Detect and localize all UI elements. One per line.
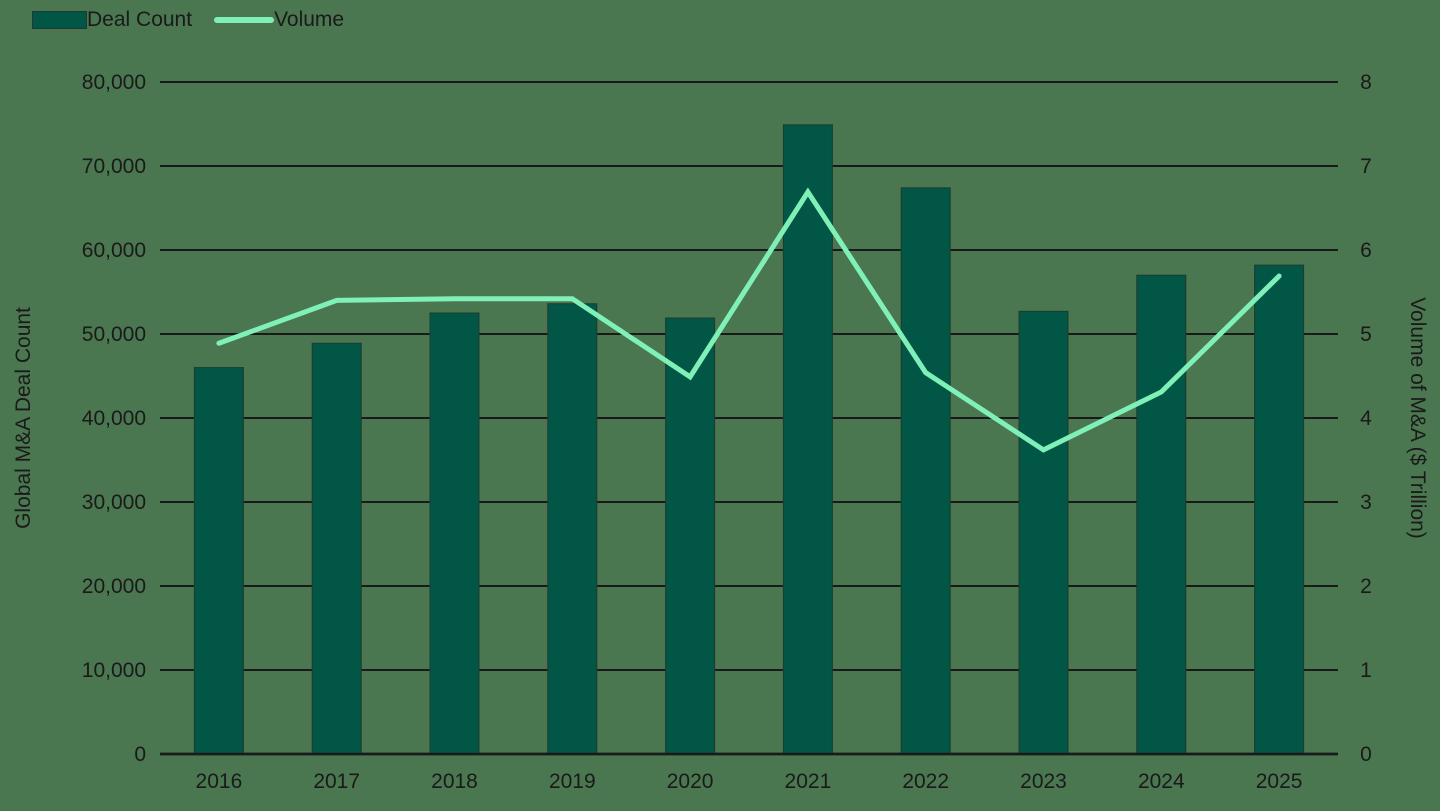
legend-label: Volume [274, 8, 345, 31]
right-tick-label: 5 [1360, 323, 1372, 346]
bar-2018 [429, 312, 480, 755]
left-tick-label: 0 [134, 743, 146, 766]
x-tick-label: 2023 [1020, 770, 1067, 793]
volume-polyline [216, 187, 1282, 453]
bar-2021 [782, 124, 833, 755]
left-axis-ticks: 0 10,000 20,000 30,000 40,000 50,000 60,000 70,… [82, 71, 146, 766]
x-tick-label: 2018 [431, 770, 478, 793]
x-tick-label: 2019 [549, 770, 596, 793]
right-axis-title: Volume of M&A ($ Trillion) [1406, 297, 1429, 539]
right-tick-label: 4 [1360, 407, 1372, 430]
line-swatch-icon [214, 17, 275, 23]
right-tick-label: 3 [1360, 491, 1372, 514]
left-tick-label: 60,000 [82, 239, 146, 262]
left-tick-label: 20,000 [82, 575, 146, 598]
legend-label: Deal Count [87, 8, 193, 31]
right-tick-label: 8 [1360, 71, 1372, 94]
left-tick-label: 50,000 [82, 323, 146, 346]
bar-2019 [547, 303, 598, 755]
left-tick-label: 10,000 [82, 659, 146, 682]
right-tick-label: 0 [1360, 743, 1372, 766]
left-axis-title: Global M&A Deal Count [12, 307, 35, 529]
x-tick-label: 2017 [313, 770, 360, 793]
bar-2017 [311, 342, 362, 755]
right-axis-ticks: 0 1 2 3 4 5 6 7 8 [1360, 71, 1372, 766]
deal-count-bars [160, 124, 1338, 756]
right-tick-label: 7 [1360, 155, 1372, 178]
legend-item-deal-count: Deal Count [32, 8, 192, 32]
volume-line [216, 187, 1282, 453]
bar-2020 [665, 317, 716, 755]
bar-2023 [1018, 310, 1069, 755]
bar-2016 [193, 367, 244, 755]
bar-swatch-icon [32, 11, 87, 29]
x-axis-ticks: 2016 2017 2018 2019 2020 2021 2022 2023 2024 2025 [196, 770, 1303, 793]
x-tick-label: 2021 [785, 770, 832, 793]
legend: Deal Count Volume [32, 8, 366, 32]
legend-item-volume: Volume [214, 8, 344, 32]
bar-2022 [900, 187, 951, 755]
x-tick-label: 2025 [1256, 770, 1303, 793]
x-tick-label: 2024 [1138, 770, 1185, 793]
right-tick-label: 2 [1360, 575, 1372, 598]
left-tick-label: 70,000 [82, 155, 146, 178]
x-tick-label: 2020 [667, 770, 714, 793]
left-tick-label: 40,000 [82, 407, 146, 430]
left-tick-label: 80,000 [82, 71, 146, 94]
x-tick-label: 2016 [196, 770, 243, 793]
bar-2025 [1254, 264, 1305, 755]
right-tick-label: 1 [1360, 659, 1372, 682]
left-tick-label: 30,000 [82, 491, 146, 514]
right-tick-label: 6 [1360, 239, 1372, 262]
bar-2024 [1136, 274, 1187, 755]
x-tick-label: 2022 [902, 770, 949, 793]
